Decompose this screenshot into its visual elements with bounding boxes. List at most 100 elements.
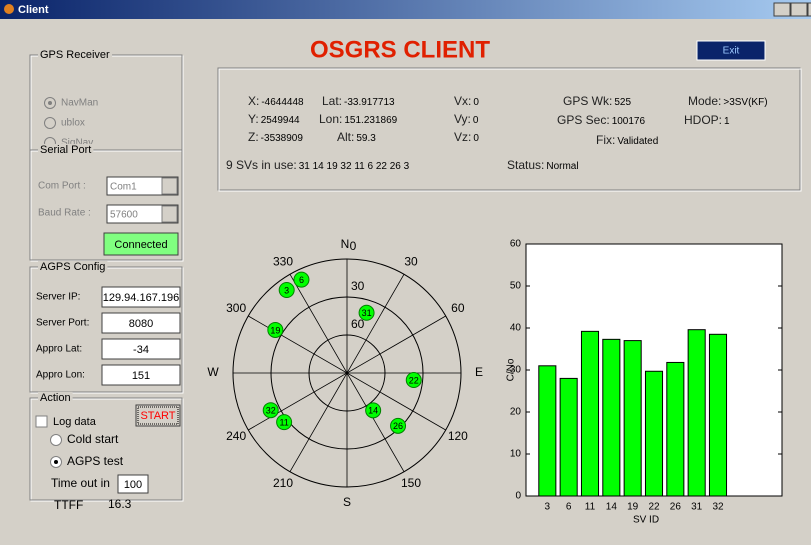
ttff-label: TTFF (54, 498, 83, 512)
com-port-combo-text[interactable]: Com1 (110, 182, 137, 193)
info-item: Z: -3538909 (248, 130, 303, 144)
info-label: Lat: (322, 94, 342, 108)
sky-elevation-label: 60 (351, 317, 365, 331)
label-bg (38, 260, 108, 273)
agps-field-label: Server Port: (36, 318, 89, 329)
log-data-label: Log data (53, 416, 97, 428)
info-value: 0 (473, 115, 479, 126)
agps-field-input-text[interactable]: 129.94.167.196 (103, 292, 179, 304)
sky-elevation-ring (270, 296, 424, 450)
combo-button[interactable] (161, 205, 178, 223)
agps-field-input[interactable] (101, 338, 181, 360)
serial-port-group-border (29, 149, 183, 261)
mode-radio[interactable] (50, 434, 62, 446)
info-item: Y: 2549944 (248, 112, 300, 126)
info-value: 1 (724, 116, 730, 127)
window-title: Client (18, 4, 49, 16)
timeout-input[interactable] (117, 474, 149, 494)
agps-field-input[interactable] (101, 312, 181, 334)
baud-rate-combo-text[interactable]: 57600 (110, 210, 138, 221)
satellite-id: 22 (409, 375, 419, 385)
agps-field-input[interactable] (101, 286, 181, 308)
log-data-checkbox[interactable] (35, 415, 48, 428)
timeout-input-text[interactable]: 100 (124, 479, 142, 491)
bar (708, 333, 728, 497)
info-item: Vy: 0 (454, 112, 479, 126)
info-value: 31 14 19 32 11 6 22 26 3 (299, 161, 410, 172)
sky-azimuth-label: 210 (273, 476, 293, 490)
satellite (262, 402, 279, 419)
info-label: Y: (248, 112, 259, 126)
satellite-id: 19 (270, 325, 280, 335)
sky-south: S (343, 495, 351, 509)
info-label: Lon: (319, 112, 342, 126)
ttff-value: 16.3 (108, 497, 132, 511)
exit-button[interactable] (696, 40, 766, 61)
sky-azimuth-label: 330 (273, 254, 293, 268)
info-label: GPS Sec: (557, 113, 610, 127)
x-tick-label: 26 (670, 502, 682, 513)
sky-azimuth-label: 300 (226, 301, 246, 315)
info-item: X: -4644448 (248, 94, 304, 108)
x-tick-label: 11 (585, 502, 596, 513)
x-tick-label: 31 (691, 502, 703, 513)
info-label: Vy: (454, 112, 471, 126)
satellite-id: 14 (368, 406, 378, 416)
receiver-radio[interactable] (44, 117, 56, 129)
info-value: >3SV(KF) (723, 97, 767, 108)
info-item: GPS Sec: 100176 (557, 113, 645, 127)
sky-elevation-ring (308, 334, 386, 412)
x-tick-label: 3 (545, 502, 551, 513)
agps-field-label: Server IP: (36, 292, 80, 303)
start-button[interactable] (135, 404, 181, 427)
maximize-button[interactable] (790, 2, 808, 17)
y-tick-label: 0 (515, 491, 521, 502)
info-item: Alt: 59.3 (337, 130, 376, 144)
app-title: OSGRS CLIENT (310, 36, 490, 63)
action-group (30, 398, 184, 502)
info-item: Vz: 0 (454, 130, 479, 144)
satellite (405, 372, 422, 389)
info-label: Fix: (596, 133, 615, 147)
info-label: Z: (248, 130, 259, 144)
sky-azimuth-label: 240 (226, 429, 246, 443)
sky-elevation-label: 30 (351, 279, 365, 293)
exit-label[interactable]: Exit (723, 46, 740, 57)
agps-field-input[interactable] (101, 364, 181, 386)
agps-field-input-text[interactable]: 151 (132, 370, 150, 382)
info-item: HDOP: 1 (684, 113, 730, 127)
info-value: 2549944 (261, 115, 300, 126)
info-item: GPS Wk: 525 (563, 94, 631, 108)
x-tick-label: 22 (648, 502, 660, 513)
x-tick-label: 32 (712, 502, 724, 513)
info-value: -33.917713 (344, 97, 395, 108)
info-value: -4644448 (261, 97, 304, 108)
start-label[interactable]: START (140, 410, 175, 422)
info-value: -3538909 (261, 133, 304, 144)
sky-azimuth-label: 60 (451, 301, 465, 315)
baud-rate-combo[interactable] (106, 204, 179, 224)
satellite (278, 281, 295, 298)
bar (623, 340, 642, 497)
satellite (267, 321, 284, 338)
bar (559, 377, 578, 497)
info-label: Vx: (454, 94, 471, 108)
combo-button[interactable] (161, 177, 178, 195)
minimize-button[interactable] (773, 2, 791, 17)
mode-option: Cold start (67, 432, 119, 446)
bar (666, 361, 685, 497)
y-axis-label: C/No (506, 358, 517, 381)
close-button[interactable] (807, 2, 811, 17)
agps-field-input-text[interactable]: 8080 (129, 318, 153, 330)
com-port-combo[interactable] (106, 176, 179, 196)
connected-text: Connected (114, 239, 167, 251)
agps-field-input-text[interactable]: -34 (133, 344, 149, 356)
sky-azimuth-label: 120 (448, 429, 468, 443)
satellite-id: 31 (362, 308, 372, 318)
satellite (365, 402, 382, 419)
x-tick-label: 6 (566, 502, 572, 513)
info-value: 525 (614, 97, 631, 108)
info-label: Alt: (337, 130, 354, 144)
info-value: 59.3 (356, 133, 376, 144)
